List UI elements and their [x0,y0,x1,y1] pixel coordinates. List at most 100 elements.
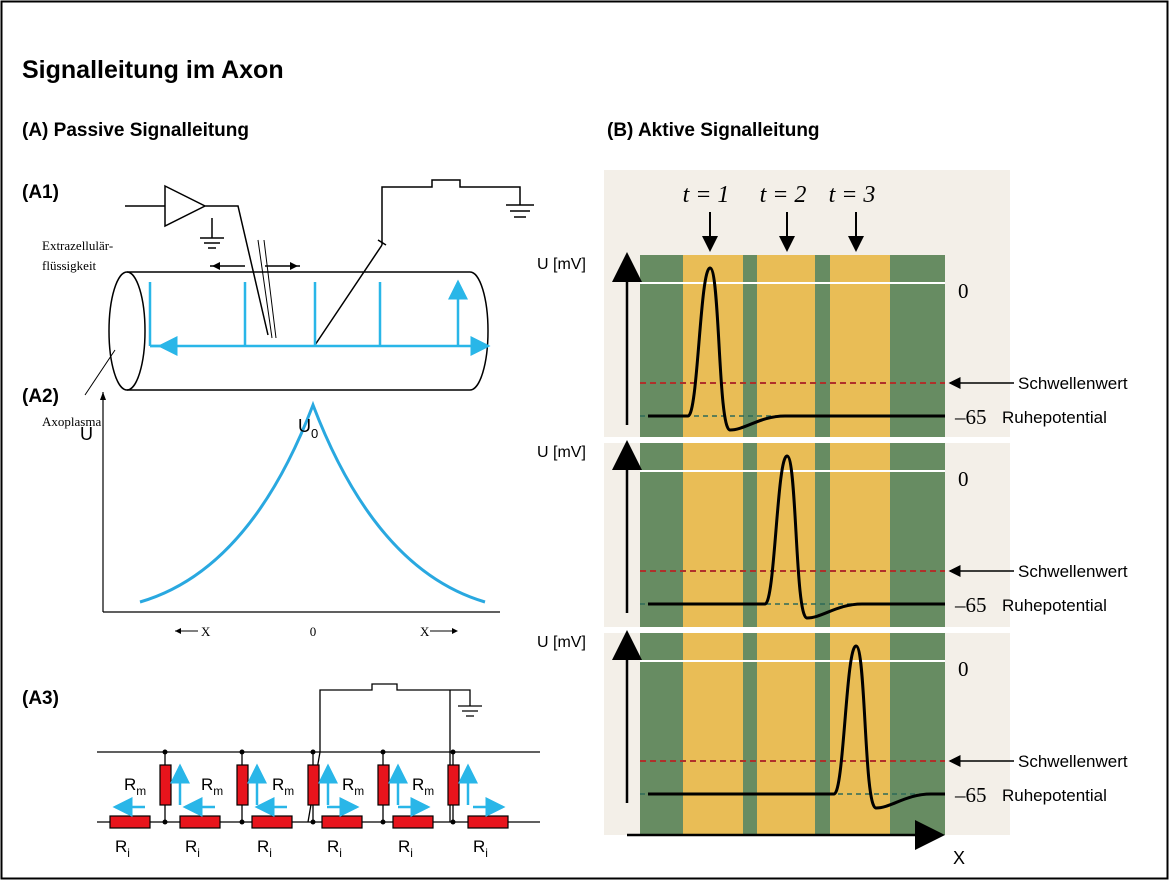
ri-label-base: R [115,837,127,856]
stripe [890,255,945,835]
stripe [830,255,890,835]
rest-value: –65 [954,405,987,429]
zero-label: 0 [958,657,969,681]
ri-label: Ri [473,837,488,860]
node [163,750,168,755]
extracellular-label: flüssigkeit [42,258,97,273]
time-label: t = 3 [829,182,876,208]
panel-gap [604,627,1010,633]
zero-label: 0 [958,279,969,303]
peak-base: U [298,416,311,436]
y-label: U [mV] [537,634,586,651]
heading-b: (B) Aktive Signalleitung [607,120,820,141]
rest-label: Ruhepotential [1002,596,1107,615]
rm-label-base: R [412,775,424,794]
x-arrowheads [175,628,458,634]
rest-value: –65 [954,593,987,617]
rm-label-sub: m [284,784,294,798]
y-label: U [mV] [537,256,586,273]
ri-label-sub: i [410,846,413,860]
y-label: U [mV] [537,444,586,461]
node [381,820,386,825]
stripe [640,255,683,835]
node [451,750,456,755]
rm-label-sub: m [213,784,223,798]
slide: Signalleitung im Axon (A) Passive Signal… [0,0,1170,881]
node [163,820,168,825]
ri-resistor [252,816,292,828]
ri-resistor [322,816,362,828]
ri-resistor [393,816,433,828]
rm-resistor [160,765,171,805]
x-right-label: X [420,624,430,639]
x-center-label: 0 [310,624,317,639]
ri-resistor [110,816,150,828]
stripe [815,255,830,835]
rm-label: Rm [412,775,434,798]
rest-value: –65 [954,783,987,807]
ri-label-sub: i [485,846,488,860]
node [311,820,316,825]
node [240,750,245,755]
rm-label: Rm [124,775,146,798]
rm-label: Rm [201,775,223,798]
ri-resistor [180,816,220,828]
ri-label-base: R [398,837,410,856]
rm-resistor [237,765,248,805]
b-x-label: X [953,848,965,868]
label-a3: (A3) [22,688,59,709]
ri-label: Ri [398,837,413,860]
rm-resistor [448,765,459,805]
ri-label: Ri [327,837,342,860]
node [311,750,316,755]
ri-label: Ri [185,837,200,860]
ri-label-base: R [473,837,485,856]
ri-label-base: R [257,837,269,856]
threshold-label: Schwellenwert [1018,752,1128,771]
node [240,820,245,825]
ri-label-sub: i [127,846,130,860]
title: Signalleitung im Axon [22,56,284,84]
stripe [683,255,743,835]
rest-label: Ruhepotential [1002,786,1107,805]
stripe [757,255,815,835]
threshold-label: Schwellenwert [1018,562,1128,581]
heading-a: (A) Passive Signalleitung [22,120,249,141]
zero-label: 0 [958,467,969,491]
node [381,750,386,755]
label-a1: (A1) [22,182,59,203]
ri-label: Ri [115,837,130,860]
stripes [640,255,945,835]
rm-label-sub: m [424,784,434,798]
rest-label: Ruhepotential [1002,408,1107,427]
rm-label: Rm [342,775,364,798]
ri-label-sub: i [197,846,200,860]
ri-label-base: R [327,837,339,856]
a2-axis-arrow [100,392,106,400]
peak-sub: 0 [311,426,318,441]
label-a2: (A2) [22,386,59,407]
ri-label-sub: i [269,846,272,860]
rm-label-base: R [124,775,136,794]
ri-resistor [468,816,508,828]
stripe [743,255,757,835]
node [451,820,456,825]
panel-gap [604,437,1010,443]
ri-label-base: R [185,837,197,856]
rm-label-base: R [201,775,213,794]
a2-y-label: U [80,424,93,444]
rm-label-base: R [342,775,354,794]
threshold-label: Schwellenwert [1018,374,1128,393]
rm-label-sub: m [136,784,146,798]
rm-resistor [308,765,319,805]
current-arrows [150,282,488,346]
time-label: t = 1 [683,182,730,208]
ri-label-sub: i [339,846,342,860]
rm-resistor [378,765,389,805]
rm-label-base: R [272,775,284,794]
ri-label: Ri [257,837,272,860]
a1-illustration [85,180,534,395]
extracellular-label: Extrazellulär- [42,238,113,253]
time-label: t = 2 [760,182,807,208]
rm-label: Rm [272,775,294,798]
